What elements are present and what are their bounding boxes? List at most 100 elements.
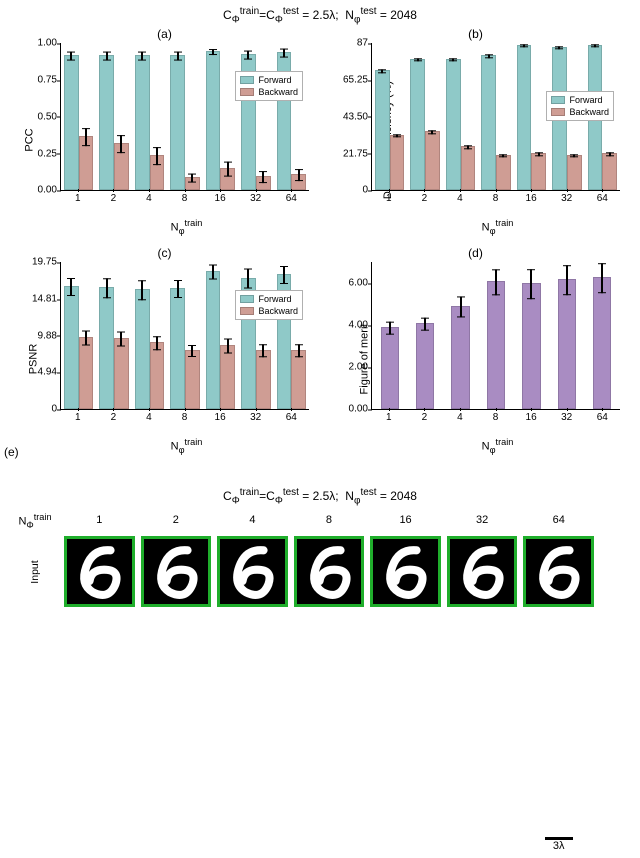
y-tick: 0.75 [21,75,57,86]
bar-group [514,43,549,190]
x-tick: 16 [202,410,238,423]
x-tick: 4 [131,410,167,423]
error-bar [141,281,143,300]
bar-backward [496,155,511,190]
bar-group [61,262,96,409]
bar-forward [64,286,79,410]
thumbnail [523,536,594,607]
y-axis-label: Figure of merit [358,323,370,394]
error-bar [389,322,391,335]
x-tick: 64 [273,410,309,423]
e-col-head: 2 [141,514,212,526]
legend-swatch-forward [551,96,565,104]
bar-group [167,43,202,190]
chart-area: 04.949.8814.8119.75ForwardBackward [60,262,309,410]
error-bar [298,169,300,181]
bar-group [514,262,549,409]
panel-c: (c)PSNR04.949.8814.8119.75ForwardBackwar… [16,246,313,455]
bar-group [238,43,273,190]
error-bar [283,266,285,284]
x-tick: 1 [371,410,407,423]
error-bar [609,153,611,156]
error-bar [247,50,249,59]
e-col-head: 8 [294,514,365,526]
error-bar [502,154,504,157]
e-col-head: 16 [370,514,441,526]
bar-backward [114,143,129,190]
legend: ForwardBackward [235,71,303,101]
x-tick: 16 [513,191,549,204]
y-tick: 4.94 [21,367,57,378]
error-bar [262,171,264,183]
bar-backward [185,350,200,409]
bar-forward [517,45,532,190]
y-tick: 0.00 [332,404,368,415]
bar-backward [602,153,617,190]
x-tick: 1 [371,191,407,204]
bar-forward [170,288,185,409]
x-tick: 32 [238,410,274,423]
bar-forward [64,55,79,190]
bar-group [96,262,131,409]
bar-fom [381,327,399,409]
error-bar [566,265,568,295]
x-tick: 64 [584,410,620,423]
bar-group [132,262,167,409]
legend-label-forward: Forward [258,294,291,304]
x-tick: 4 [442,410,478,423]
bar-backward [220,168,235,190]
legend-label-forward: Forward [258,75,291,85]
error-bar [431,131,433,134]
error-bar [227,162,229,177]
y-tick: 19.75 [21,257,57,268]
y-tick: 0.25 [21,148,57,159]
bar-backward [114,338,129,409]
x-axis-label: Nφtrain [60,437,313,455]
x-tick: 8 [478,410,514,423]
error-bar [495,269,497,294]
thumbnail [447,536,518,607]
legend-swatch-forward [240,295,254,303]
x-tick: 64 [273,191,309,204]
x-tick: 4 [442,191,478,204]
x-tick: 1 [60,191,96,204]
bar-forward [375,70,390,190]
error-bar [156,337,158,350]
x-tick: 2 [96,410,132,423]
x-tick: 8 [167,410,203,423]
y-tick: 43.50 [332,111,368,122]
x-tick: 2 [407,410,443,423]
bar-forward [206,51,221,191]
x-axis-label: Nφtrain [371,218,624,236]
x-tick: 1 [60,410,96,423]
error-bar [191,345,193,357]
y-tick: 87 [332,38,368,49]
bar-backward [567,155,582,190]
bar-group [443,262,478,409]
e-col-head: 1 [64,514,135,526]
legend: ForwardBackward [546,91,614,121]
e-corner-label: NΦtrain [12,512,58,530]
panel-e-title: CΦtrain=CΦtest = 2.5λ; Nφtest = 2048 [12,487,628,506]
error-bar [262,344,264,357]
y-tick: 65.25 [332,75,368,86]
y-tick: 6.00 [332,278,368,289]
panel-a: (a)PCC0.000.250.500.751.00ForwardBackwar… [16,27,313,236]
panel-e-section: (e) CΦtrain=CΦtest = 2.5λ; Nφtest = 2048… [0,463,640,858]
legend-swatch-backward [240,88,254,96]
error-bar [298,344,300,357]
error-bar [156,147,158,165]
bar-backward [461,146,476,190]
e-col-head: 32 [447,514,518,526]
error-bar [191,174,193,183]
bar-backward [390,135,405,191]
error-bar [467,146,469,149]
bar-forward [135,55,150,190]
y-tick: 1.00 [21,38,57,49]
panel-grid: (a)PCC0.000.250.500.751.00ForwardBackwar… [0,25,640,463]
chart-area: 021.7543.5065.2587ForwardBackward [371,43,620,191]
legend-label-backward: Backward [258,306,298,316]
y-tick: 9.88 [21,330,57,341]
error-bar [573,154,575,157]
bar-backward [150,155,165,190]
